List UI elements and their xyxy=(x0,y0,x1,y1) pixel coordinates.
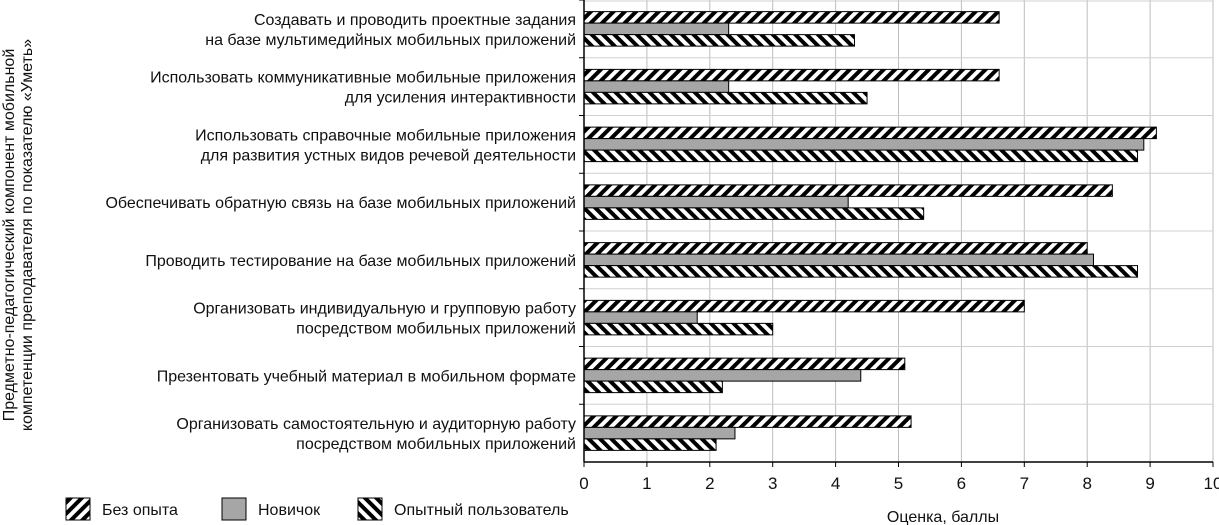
category-label: посредством мобильных приложений xyxy=(296,321,576,338)
category-label: Создавать и проводить проектные задания xyxy=(254,12,576,29)
x-tick-label: 2 xyxy=(705,474,714,493)
bar-2 xyxy=(583,195,849,209)
legend-label: Новичок xyxy=(258,502,321,519)
bar-1 xyxy=(583,11,1000,24)
bar-3 xyxy=(583,265,1139,278)
x-axis-title: Оценка, баллы xyxy=(887,509,999,525)
category-label: Организовать индивидуальную и групповую … xyxy=(193,301,576,318)
y-axis-title: Предметно-педагогический компонент мобил… xyxy=(1,49,18,422)
category-label: Обеспечивать обратную связь на базе моби… xyxy=(105,195,576,212)
bar-1 xyxy=(583,357,906,371)
category-label: Использовать справочные мобильные прилож… xyxy=(195,127,576,144)
legend-swatch xyxy=(221,497,247,521)
bar-3 xyxy=(583,149,1139,163)
x-tick-label: 4 xyxy=(831,474,840,493)
x-tick-label: 7 xyxy=(1020,474,1029,493)
bar-2 xyxy=(583,22,730,36)
x-tick-label: 0 xyxy=(579,474,588,493)
x-tick-label: 8 xyxy=(1082,474,1091,493)
category-label: для усиления интерактивности xyxy=(345,90,576,107)
category-label: на базе мультимедийных мобильных приложе… xyxy=(205,32,576,49)
bar-2 xyxy=(583,311,698,324)
bar-1 xyxy=(583,68,1000,82)
bar-1 xyxy=(583,415,912,428)
bar-2 xyxy=(583,426,736,440)
x-tick-label: 5 xyxy=(894,474,903,493)
bar-2 xyxy=(583,80,730,93)
category-label: Использовать коммуникативные мобильные п… xyxy=(150,70,576,87)
x-tick-label: 6 xyxy=(957,474,966,493)
bar-1 xyxy=(583,126,1157,140)
y-axis-title: компетенции преподавателя по показателю … xyxy=(19,39,36,431)
bar-2 xyxy=(583,369,862,382)
bar-1 xyxy=(583,184,1113,197)
bar-1 xyxy=(583,242,1088,255)
x-tick-label: 9 xyxy=(1145,474,1154,493)
legend-swatch xyxy=(357,497,383,521)
category-label: Проводить тестирование на базе мобильных… xyxy=(145,253,576,270)
bar-3 xyxy=(583,207,925,220)
bar-3 xyxy=(583,34,855,47)
bar-3 xyxy=(583,322,774,336)
bar-2 xyxy=(583,253,1094,267)
x-tick-label: 3 xyxy=(768,474,777,493)
category-label: посредством мобильных приложений xyxy=(296,436,576,453)
legend-label: Опытный пользователь xyxy=(394,502,569,519)
x-tick-label: 1 xyxy=(642,474,651,493)
category-label: Презентовать учебный материал в мобильно… xyxy=(157,368,576,385)
bar-3 xyxy=(583,380,723,394)
bar-2 xyxy=(583,138,1145,151)
legend-label: Без опыта xyxy=(102,502,178,519)
x-tick-label: 10 xyxy=(1204,474,1219,493)
bar-3 xyxy=(583,438,717,451)
bar-3 xyxy=(583,91,868,105)
category-label: Организовать самостоятельную и аудиторну… xyxy=(176,416,576,433)
category-label: для развития устных видов речевой деятел… xyxy=(201,147,576,164)
legend-swatch xyxy=(65,497,91,521)
bar-1 xyxy=(583,299,1025,313)
